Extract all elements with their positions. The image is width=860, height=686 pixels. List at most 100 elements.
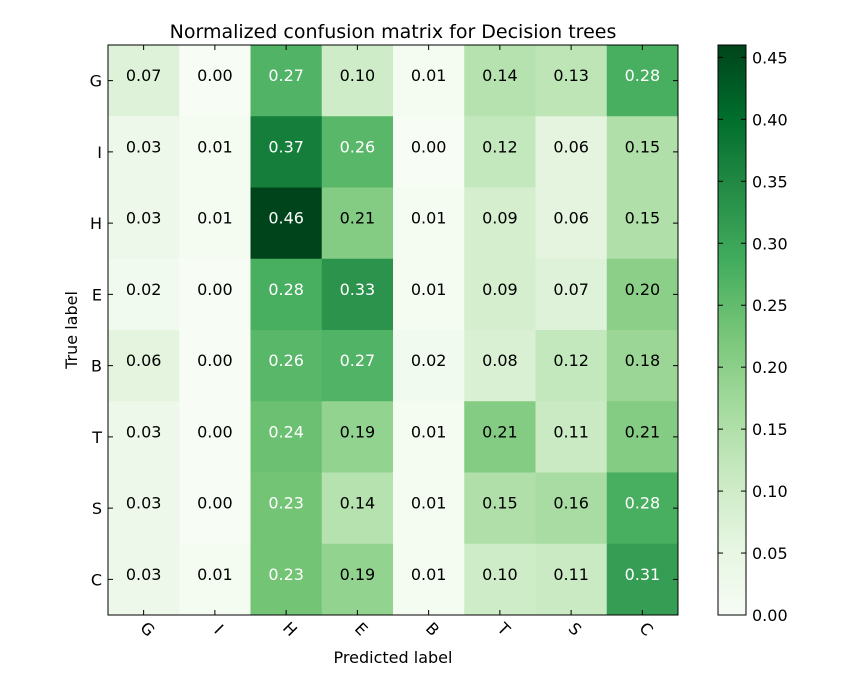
heatmap-cell <box>250 116 323 188</box>
colorbar-tick-label: 0.10 <box>752 482 788 501</box>
heatmap-cell <box>108 472 180 545</box>
cell-value-label: 0.21 <box>482 422 518 441</box>
colorbar-tick-label: 0.00 <box>752 606 788 625</box>
cell-value-label: 0.00 <box>197 494 233 513</box>
colorbar-tick-label: 0.45 <box>752 48 788 67</box>
y-tick-label: S <box>92 499 102 518</box>
heatmap-cell <box>606 330 679 402</box>
cell-value-label: 0.26 <box>268 351 304 370</box>
cell-value-label: 0.13 <box>553 66 589 85</box>
x-tick-label: G <box>136 618 158 640</box>
chart-title: Normalized confusion matrix for Decision… <box>170 21 617 43</box>
heatmap-cell <box>393 116 465 188</box>
heatmap-cell <box>606 187 679 260</box>
cell-value-label: 0.06 <box>126 351 162 370</box>
cell-value-label: 0.03 <box>126 137 162 156</box>
x-tick-label: B <box>422 619 443 640</box>
heatmap-cell <box>250 543 323 616</box>
cell-value-label: 0.23 <box>268 565 304 584</box>
cell-value-label: 0.28 <box>625 494 661 513</box>
y-tick-label: G <box>90 72 102 91</box>
colorbar-tick-label: 0.05 <box>752 544 788 563</box>
cell-value-label: 0.28 <box>268 280 304 299</box>
y-tick-label: E <box>92 285 102 304</box>
heatmap-cell <box>179 401 251 473</box>
cell-value-label: 0.00 <box>197 66 233 85</box>
colorbar-tick-label: 0.30 <box>752 234 788 253</box>
heatmap-cell <box>535 472 608 545</box>
cell-value-label: 0.16 <box>553 494 589 513</box>
heatmap-cell <box>321 187 394 260</box>
x-tick-label: H <box>279 618 301 640</box>
cell-value-label: 0.01 <box>197 137 233 156</box>
heatmap-cell <box>250 258 323 331</box>
heatmap-cell <box>606 258 679 331</box>
colorbar-tick-label: 0.35 <box>752 172 788 191</box>
heatmap-cell <box>393 543 465 616</box>
heatmap-cell <box>535 45 608 117</box>
heatmap-cell <box>108 187 180 260</box>
cell-value-label: 0.21 <box>625 422 661 441</box>
y-axis-label: True label <box>62 291 81 370</box>
cell-value-label: 0.19 <box>340 422 376 441</box>
heatmap-cell <box>606 401 679 473</box>
heatmap-cell <box>393 472 465 545</box>
heatmap-cell <box>321 116 394 188</box>
heatmap-cell <box>535 258 608 331</box>
cell-value-label: 0.01 <box>197 565 233 584</box>
colorbar-tick-label: 0.25 <box>752 296 788 315</box>
cell-value-label: 0.46 <box>268 209 304 228</box>
heatmap-cell <box>606 472 679 545</box>
colorbar-gradient <box>717 44 747 616</box>
heatmap-cell <box>321 45 394 117</box>
heatmap-cell <box>179 543 251 616</box>
heatmap-cell <box>321 472 394 545</box>
heatmap-cell <box>179 45 251 117</box>
heatmap-cell <box>464 187 536 260</box>
heatmap-cell <box>464 401 536 473</box>
cell-value-label: 0.01 <box>411 66 447 85</box>
cell-value-label: 0.07 <box>126 66 162 85</box>
y-tick-label: B <box>91 357 102 376</box>
heatmap-cell <box>108 401 180 473</box>
cell-value-label: 0.03 <box>126 565 162 584</box>
heatmap-cell <box>535 543 608 616</box>
cell-value-label: 0.09 <box>482 209 518 228</box>
cell-value-label: 0.28 <box>625 66 661 85</box>
cell-value-label: 0.01 <box>411 565 447 584</box>
heatmap-cell <box>393 258 465 331</box>
cell-value-label: 0.03 <box>126 494 162 513</box>
cell-value-label: 0.15 <box>625 209 661 228</box>
y-axis-ticks: G I H E B T S C <box>90 72 678 589</box>
cell-value-label: 0.03 <box>126 422 162 441</box>
heatmap-cell <box>464 330 536 402</box>
cell-value-label: 0.11 <box>553 422 589 441</box>
heatmap-cell <box>179 472 251 545</box>
cell-value-label: 0.18 <box>625 351 661 370</box>
cell-value-label: 0.06 <box>553 137 589 156</box>
cell-value-label: 0.33 <box>340 280 376 299</box>
cell-value-label: 0.00 <box>197 422 233 441</box>
cell-value-label: 0.07 <box>553 280 589 299</box>
heatmap-cell <box>321 258 394 331</box>
heatmap-cell <box>535 187 608 260</box>
heatmap-cell <box>464 543 536 616</box>
x-tick-label: I <box>210 621 227 638</box>
cell-value-label: 0.14 <box>340 494 376 513</box>
cell-value-label: 0.00 <box>411 137 447 156</box>
cell-value-label: 0.10 <box>482 565 518 584</box>
heatmap-cell <box>108 258 180 331</box>
heatmap-cell <box>250 187 323 260</box>
heatmap-cell <box>108 330 180 402</box>
cell-value-label: 0.21 <box>340 209 376 228</box>
heatmap-cell <box>393 330 465 402</box>
cell-value-label: 0.11 <box>553 565 589 584</box>
x-tick-label: T <box>493 618 514 639</box>
heatmap-cell <box>108 45 180 117</box>
cell-value-label: 0.31 <box>625 565 661 584</box>
heatmap-cell <box>250 330 323 402</box>
heatmap-cell <box>464 258 536 331</box>
x-tick-label: E <box>351 619 372 640</box>
heatmap-cell <box>179 187 251 260</box>
cell-value-label: 0.27 <box>268 66 304 85</box>
